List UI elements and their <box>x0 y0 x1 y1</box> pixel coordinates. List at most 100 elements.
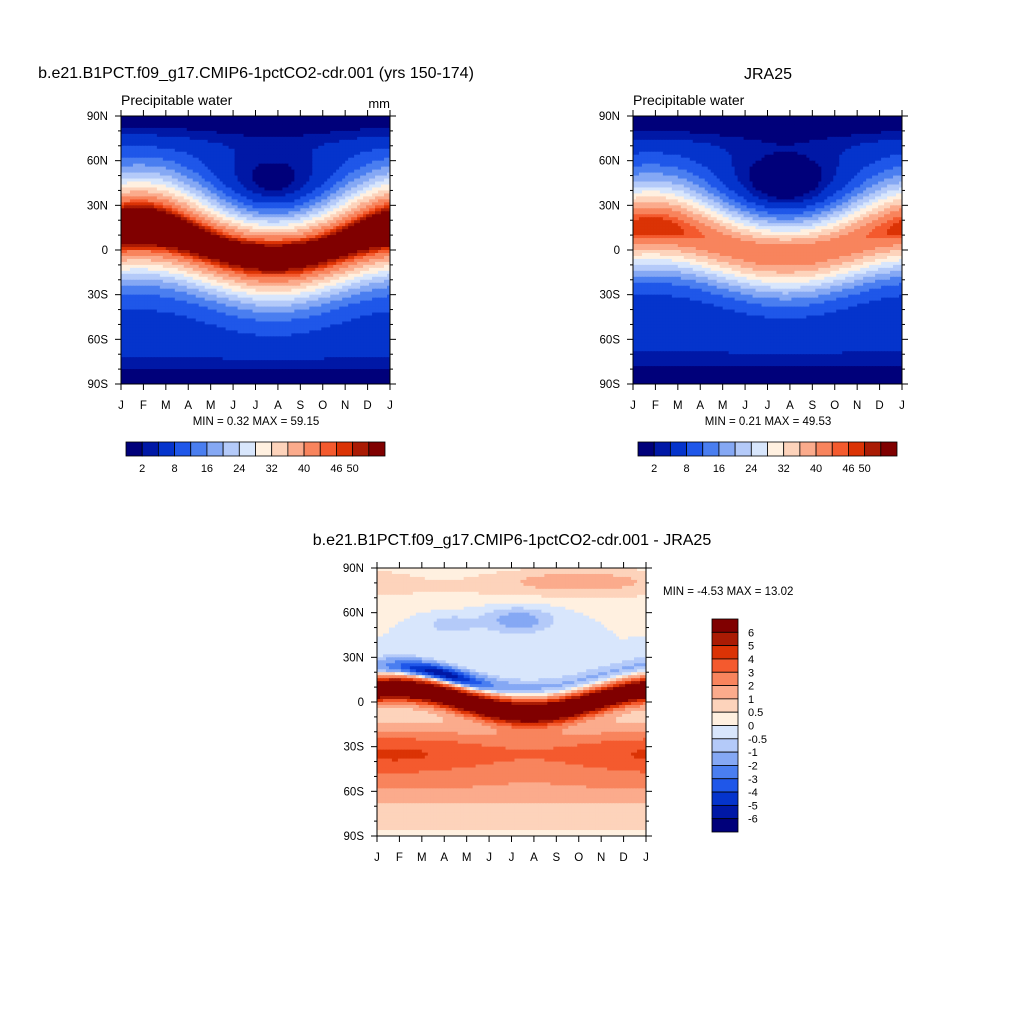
contour-cell <box>285 252 289 257</box>
contour-cell <box>309 133 313 138</box>
contour-cell <box>351 121 355 126</box>
contour-cell <box>273 139 278 144</box>
contour-cell <box>121 258 125 263</box>
contour-cell <box>129 211 134 215</box>
contour-cell <box>318 273 322 278</box>
contour-cell <box>378 184 382 189</box>
contour-cell <box>222 181 227 186</box>
contour-cell <box>135 270 140 275</box>
contour-cell <box>252 241 257 245</box>
contour-cell <box>204 142 209 147</box>
contour-cell <box>195 160 200 165</box>
contour-cell <box>321 124 325 129</box>
contour-cell <box>288 205 292 209</box>
contour-cell <box>297 142 301 147</box>
contour-cell <box>387 264 390 269</box>
contour-cell <box>288 241 292 245</box>
contour-cell <box>162 202 167 206</box>
contour-cell <box>207 145 212 150</box>
contour-cell <box>189 175 194 180</box>
contour-cell <box>282 255 286 260</box>
contour-cell <box>171 127 176 132</box>
contour-cell <box>261 258 266 263</box>
contour-cell <box>291 160 295 165</box>
contour-cell <box>267 133 272 138</box>
contour-cell <box>219 199 224 203</box>
contour-cell <box>153 264 158 269</box>
contour-cell <box>153 145 158 150</box>
contour-cell <box>159 178 164 183</box>
contour-cell <box>282 139 286 144</box>
contour-cell <box>249 175 254 180</box>
contour-cell <box>132 208 137 212</box>
contour-cell <box>141 148 146 153</box>
contour-cell <box>342 214 346 218</box>
contour-cell <box>180 118 185 123</box>
contour-cell <box>342 148 346 153</box>
contour-cell <box>135 232 140 236</box>
contour-cell <box>369 270 373 275</box>
contour-cell <box>330 247 334 251</box>
contour-cell <box>363 220 367 224</box>
contour-cell <box>312 154 316 159</box>
contour-cell <box>330 208 334 212</box>
contour-cell <box>327 211 331 215</box>
contour-cell <box>228 142 233 147</box>
contour-cell <box>126 163 131 168</box>
contour-cell <box>189 241 194 245</box>
contour-cell <box>171 241 176 245</box>
contour-cell <box>144 211 149 215</box>
contour-cell <box>168 273 173 278</box>
contour-cell <box>165 151 170 156</box>
contour-cell <box>381 226 385 230</box>
contour-cell <box>225 241 230 245</box>
contour-cell <box>132 232 137 236</box>
contour-cell <box>213 116 218 120</box>
contour-cell <box>372 220 376 224</box>
contour-cell <box>264 172 269 177</box>
contour-cell <box>273 199 278 203</box>
contour-cell <box>291 169 295 174</box>
contour-cell <box>363 276 367 281</box>
contour-cell <box>147 261 152 266</box>
contour-cell <box>327 255 331 260</box>
contour-cell <box>147 279 152 284</box>
contour-cell <box>177 252 182 257</box>
contour-cell <box>174 244 179 248</box>
contour-cell <box>339 232 343 236</box>
contour-cell <box>321 264 325 269</box>
contour-cell <box>153 247 158 251</box>
contour-cell <box>336 160 340 165</box>
contour-cell <box>213 247 218 251</box>
contour-cell <box>126 220 131 224</box>
contour-cell <box>348 178 352 183</box>
contour-cell <box>372 217 376 221</box>
contour-cell <box>315 214 319 218</box>
contour-cell <box>342 235 346 239</box>
contour-cell <box>375 205 379 209</box>
contour-cell <box>243 124 248 129</box>
contour-cell <box>183 232 188 236</box>
contour-cell <box>339 264 343 269</box>
contour-cell <box>234 205 239 209</box>
contour-cell <box>360 178 364 183</box>
contour-cell <box>183 166 188 171</box>
contour-cell <box>192 217 197 221</box>
contour-cell <box>219 133 224 138</box>
contour-cell <box>186 148 191 153</box>
contour-cell <box>186 247 191 251</box>
contour-cell <box>384 241 388 245</box>
contour-cell <box>330 238 334 242</box>
contour-cell <box>267 130 272 135</box>
contour-cell <box>144 163 149 168</box>
contour-cell <box>288 261 292 266</box>
contour-cell <box>228 148 233 153</box>
contour-cell <box>345 121 349 126</box>
contour-cell <box>210 250 215 254</box>
contour-cell <box>378 175 382 180</box>
contour-cell <box>222 172 227 177</box>
contour-cell <box>168 193 173 197</box>
contour-cell <box>198 270 203 275</box>
contour-cell <box>351 196 355 200</box>
contour-cell <box>192 169 197 174</box>
